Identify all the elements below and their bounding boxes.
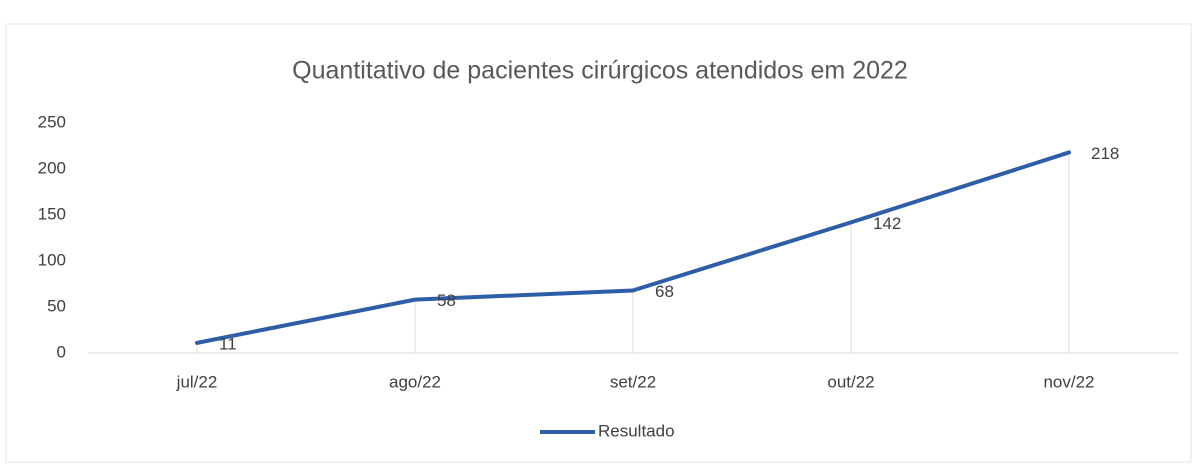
legend-label: Resultado (598, 421, 675, 440)
data-label: 11 (219, 334, 237, 353)
y-tick-label: 0 (57, 342, 66, 361)
x-tick-label: jul/22 (176, 372, 218, 391)
x-tick-label: set/22 (610, 372, 656, 391)
chart-frame (5, 23, 1192, 463)
data-label: 58 (437, 291, 456, 310)
data-label: 142 (873, 214, 901, 233)
chart-title: Quantitativo de pacientes cirúrgicos ate… (292, 57, 908, 85)
x-tick-label: out/22 (827, 372, 874, 391)
y-tick-label: 50 (47, 296, 66, 315)
y-tick-label: 100 (38, 250, 66, 269)
x-tick-label: nov/22 (1043, 372, 1094, 391)
y-tick-label: 250 (38, 112, 66, 131)
data-label: 218 (1091, 144, 1119, 163)
y-tick-label: 200 (38, 158, 66, 177)
y-tick-label: 150 (38, 204, 66, 223)
series-line (195, 150, 1071, 345)
data-label: 68 (655, 282, 674, 301)
x-tick-label: ago/22 (389, 372, 441, 391)
